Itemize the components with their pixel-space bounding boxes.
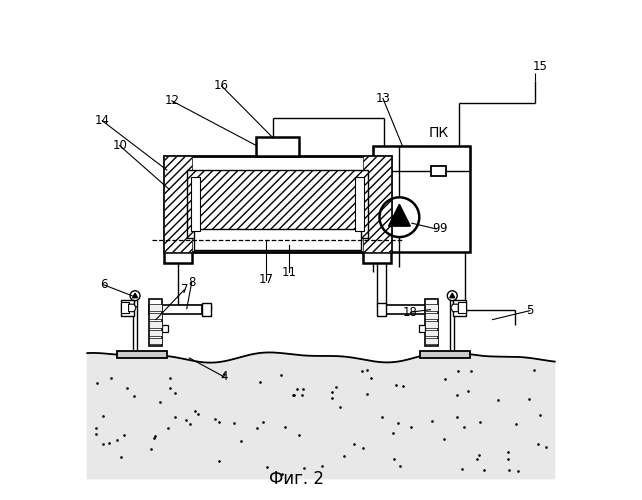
Text: 8: 8 [188,276,195,289]
Bar [419,325,426,332]
Text: 12: 12 [164,94,179,108]
Bar [373,146,470,252]
Bar [150,312,162,319]
Bar [363,252,390,264]
Bar [426,321,438,328]
Bar [458,302,465,313]
Text: 4: 4 [220,370,228,384]
Bar [150,304,162,310]
Text: 11: 11 [281,266,297,279]
Bar [121,300,134,316]
Bar [431,166,446,175]
Bar [355,178,364,231]
Polygon shape [388,204,410,226]
Text: 18: 18 [403,306,418,318]
Text: Фиг. 2: Фиг. 2 [268,470,324,488]
Bar [150,338,162,344]
Bar [150,321,162,328]
Bar [386,304,438,314]
Bar [150,298,162,346]
Text: 14: 14 [95,114,110,127]
Bar [426,330,438,336]
Bar [426,338,438,344]
Polygon shape [132,294,137,298]
Bar [133,300,137,306]
Bar [187,170,369,237]
Bar [426,304,438,310]
Polygon shape [87,352,555,478]
Text: 10: 10 [112,139,127,152]
Bar [426,312,438,319]
Bar [150,330,162,336]
Bar [164,156,390,252]
Bar [191,178,200,231]
Bar [195,229,361,250]
Bar [421,351,470,358]
Text: 5: 5 [526,304,534,317]
Bar [363,156,390,252]
Text: 9: 9 [433,222,440,235]
Bar [150,304,202,314]
Polygon shape [450,294,455,298]
Bar [162,325,168,332]
Bar [202,302,211,316]
Text: 9: 9 [439,222,447,235]
Bar [377,302,386,316]
Polygon shape [451,304,458,312]
Bar [426,298,438,346]
Text: 13: 13 [376,92,390,105]
Bar [117,351,167,358]
Bar [164,252,192,264]
Text: ПК: ПК [429,126,449,140]
Bar [164,156,192,252]
Bar [453,300,466,316]
Polygon shape [128,304,136,312]
Text: 15: 15 [532,60,547,72]
Text: 16: 16 [214,80,229,92]
Text: 6: 6 [100,278,107,291]
Bar [121,302,128,313]
Text: 7: 7 [180,284,188,296]
Text: 17: 17 [259,274,273,286]
Bar [256,136,299,156]
